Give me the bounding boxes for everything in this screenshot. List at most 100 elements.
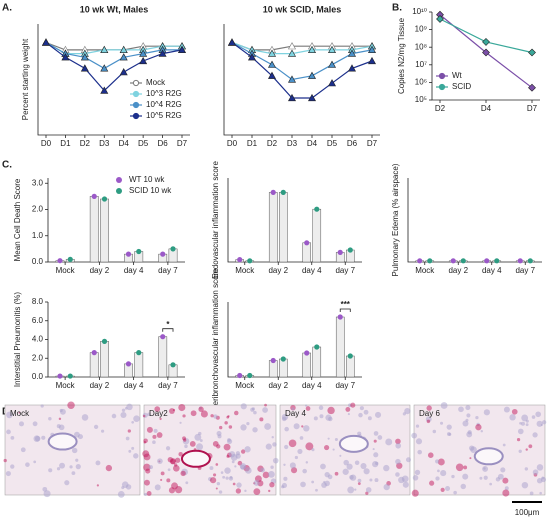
tissue — [385, 438, 393, 446]
micrograph-label: Day 4 — [285, 409, 306, 418]
tissue — [156, 432, 163, 438]
y-tick-label: 2.0 — [32, 353, 44, 362]
tissue — [160, 471, 165, 476]
mean-dot — [237, 372, 243, 379]
tissue — [395, 472, 400, 477]
marker — [119, 45, 128, 53]
tissue — [374, 478, 379, 483]
tissue — [209, 477, 217, 484]
tissue — [363, 468, 370, 475]
bar — [302, 352, 312, 378]
tissue — [532, 469, 539, 476]
x-tick-label: day 7 — [335, 381, 355, 390]
tissue — [81, 414, 89, 421]
mean-dot — [337, 314, 343, 320]
tissue — [290, 467, 298, 474]
tissue — [374, 411, 382, 418]
tissue — [146, 426, 153, 433]
bar — [268, 192, 278, 263]
x-tick-label: day 2 — [268, 266, 288, 275]
tissue — [448, 432, 452, 436]
tissue — [48, 468, 53, 473]
legend-swatch — [438, 72, 446, 80]
tissue — [327, 437, 330, 440]
tissue — [369, 478, 373, 482]
mean-dot — [517, 258, 523, 264]
tissue — [166, 478, 171, 483]
mean-dot — [280, 189, 286, 195]
tissue — [133, 415, 140, 423]
y-axis-label: Interstitial Pneumonitis (%) — [13, 292, 22, 387]
tissue — [228, 451, 236, 458]
tissue — [224, 421, 228, 425]
y-tick-label: 10⁹ — [415, 25, 427, 34]
tissue — [67, 401, 75, 410]
tissue — [349, 474, 354, 480]
tissue — [121, 486, 125, 490]
tissue — [321, 482, 327, 488]
tissue — [227, 438, 233, 444]
tissue — [96, 484, 99, 487]
tissue — [373, 452, 379, 458]
tissue — [121, 408, 126, 412]
x-tick-label: D5 — [138, 139, 149, 148]
x-tick-label: Mock — [415, 266, 435, 275]
tissue — [77, 434, 83, 440]
tissue — [324, 445, 330, 451]
legend-label: 10^4 R2G — [146, 100, 182, 109]
tissue — [426, 419, 431, 424]
tissue — [240, 449, 246, 454]
tissue — [301, 425, 304, 428]
x-tick-label: day 7 — [515, 266, 535, 275]
tissue — [479, 476, 483, 480]
tissue — [311, 448, 315, 452]
tissue — [209, 466, 214, 471]
legend-label: WT 10 wk — [129, 175, 165, 184]
tissue — [360, 463, 367, 470]
x-tick-label: day 2 — [90, 381, 110, 390]
tissue — [213, 473, 217, 477]
legend-swatch — [116, 188, 122, 194]
mean-dot — [484, 258, 490, 264]
tissue — [305, 442, 314, 451]
marker — [287, 93, 297, 102]
tissue — [319, 414, 324, 419]
x-tick-label: D1 — [60, 139, 71, 148]
tissue — [437, 458, 445, 466]
tissue — [357, 482, 361, 486]
tissue — [41, 435, 46, 440]
tissue — [517, 428, 524, 435]
tissue — [270, 465, 274, 469]
tissue — [6, 411, 13, 419]
mean-dot — [460, 258, 466, 264]
tissue — [216, 430, 222, 436]
tissue — [174, 457, 181, 463]
tissue — [194, 433, 202, 441]
marker — [327, 79, 337, 87]
tissue — [365, 491, 369, 495]
tissue — [345, 406, 351, 412]
series-line — [231, 41, 372, 51]
mean-dot — [450, 258, 456, 264]
tissue — [253, 488, 261, 496]
mean-dot — [347, 247, 353, 253]
tissue — [469, 445, 475, 451]
x-tick-label: day 4 — [302, 266, 322, 275]
tissue — [33, 435, 40, 442]
tissue — [395, 442, 402, 449]
mean-dot — [494, 258, 500, 264]
tissue — [518, 449, 522, 453]
tissue — [218, 490, 223, 494]
y-axis-label: Pulmonary Edema (% airspace) — [391, 163, 400, 276]
mean-dot — [247, 372, 253, 379]
tissue — [426, 405, 432, 411]
tissue — [536, 464, 544, 471]
tissue — [339, 454, 342, 457]
tissue — [293, 423, 300, 430]
tissue — [43, 490, 51, 498]
tissue — [219, 425, 223, 430]
tissue — [124, 406, 128, 410]
micrograph-label: Day2 — [149, 409, 168, 418]
tissue — [415, 438, 423, 445]
x-tick-label: D5 — [327, 139, 338, 148]
